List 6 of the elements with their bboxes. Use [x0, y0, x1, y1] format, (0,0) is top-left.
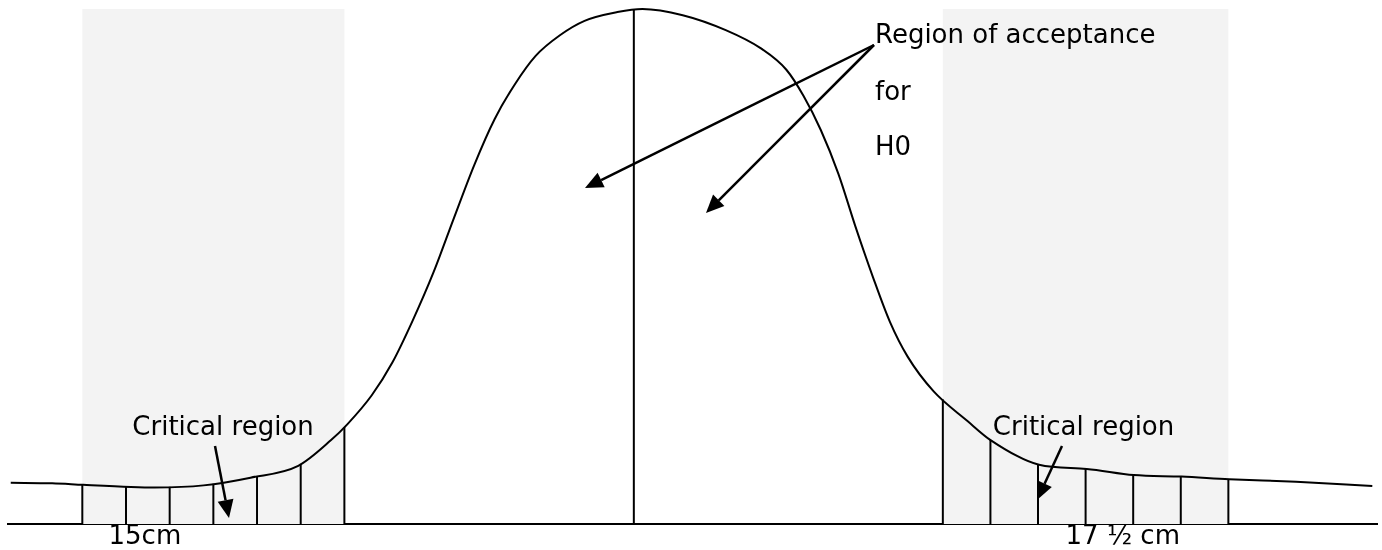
- annotation: H0: [875, 131, 912, 161]
- annotation: for: [875, 76, 912, 106]
- band-label: Critical region: [132, 411, 314, 441]
- band-label: Critical region: [992, 411, 1175, 441]
- x-tick-label: 15cm: [108, 519, 182, 550]
- annotation: Region of acceptance: [875, 19, 1156, 49]
